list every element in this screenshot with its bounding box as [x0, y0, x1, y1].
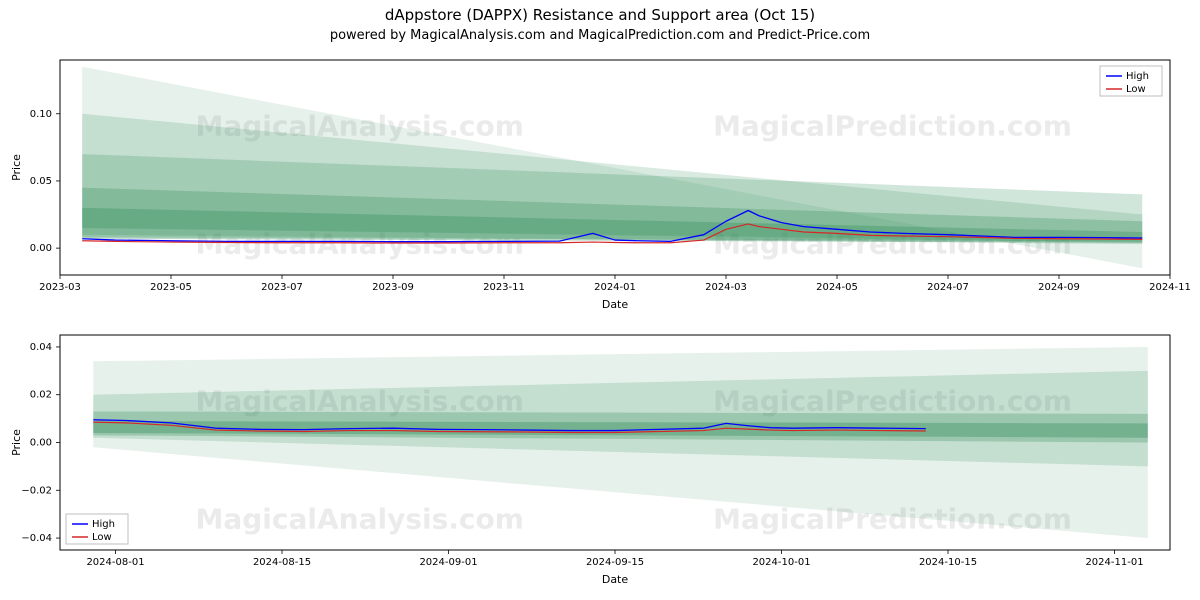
legend-label: Low: [1126, 84, 1146, 95]
x-tick-label: 2024-03: [705, 282, 747, 293]
x-tick-label: 2024-08-01: [86, 557, 144, 568]
y-tick-label: 0.02: [30, 390, 52, 401]
y-tick-label: −0.02: [21, 485, 52, 496]
x-tick-label: 2023-09: [372, 282, 414, 293]
watermark-text: MagicalPrediction.com: [713, 109, 1072, 142]
x-axis-label: Date: [602, 298, 629, 311]
x-tick-label: 2024-08-15: [253, 557, 311, 568]
legend-label: High: [1126, 71, 1149, 82]
x-tick-label: 2024-11: [1149, 282, 1191, 293]
y-tick-label: 0.04: [30, 342, 52, 353]
top-chart: MagicalAnalysis.comMagicalPrediction.com…: [0, 45, 1200, 355]
y-tick-label: 0.00: [30, 243, 52, 254]
x-tick-label: 2024-07: [927, 282, 969, 293]
x-tick-label: 2024-09-01: [419, 557, 477, 568]
figure: dAppstore (DAPPX) Resistance and Support…: [0, 0, 1200, 600]
legend: High Low: [1100, 66, 1162, 96]
x-tick-label: 2024-10-01: [752, 557, 810, 568]
legend: High Low: [66, 514, 128, 544]
legend-label: Low: [92, 532, 112, 543]
watermark-text: MagicalAnalysis.com: [195, 503, 523, 536]
x-tick-label: 2023-03: [39, 282, 81, 293]
x-tick-label: 2024-11-01: [1085, 557, 1143, 568]
bottom-chart: MagicalAnalysis.comMagicalPrediction.com…: [0, 320, 1200, 600]
y-axis-label: Price: [10, 154, 23, 181]
x-tick-label: 2024-05: [816, 282, 858, 293]
figure-title: dAppstore (DAPPX) Resistance and Support…: [0, 6, 1200, 24]
y-tick-label: −0.04: [21, 533, 52, 544]
legend-label: High: [92, 519, 115, 530]
y-tick-label: 0.05: [30, 176, 52, 187]
x-tick-label: 2024-09-15: [586, 557, 644, 568]
x-tick-label: 2023-07: [261, 282, 303, 293]
x-tick-label: 2023-05: [150, 282, 192, 293]
x-axis-label: Date: [602, 573, 629, 586]
figure-subtitle: powered by MagicalAnalysis.com and Magic…: [0, 28, 1200, 43]
y-axis-label: Price: [10, 429, 23, 456]
y-tick-label: 0.00: [30, 438, 52, 449]
y-tick-label: 0.10: [30, 109, 52, 120]
x-tick-label: 2024-01: [594, 282, 636, 293]
x-tick-label: 2024-09: [1038, 282, 1080, 293]
x-tick-label: 2023-11: [483, 282, 525, 293]
x-tick-label: 2024-10-15: [919, 557, 977, 568]
